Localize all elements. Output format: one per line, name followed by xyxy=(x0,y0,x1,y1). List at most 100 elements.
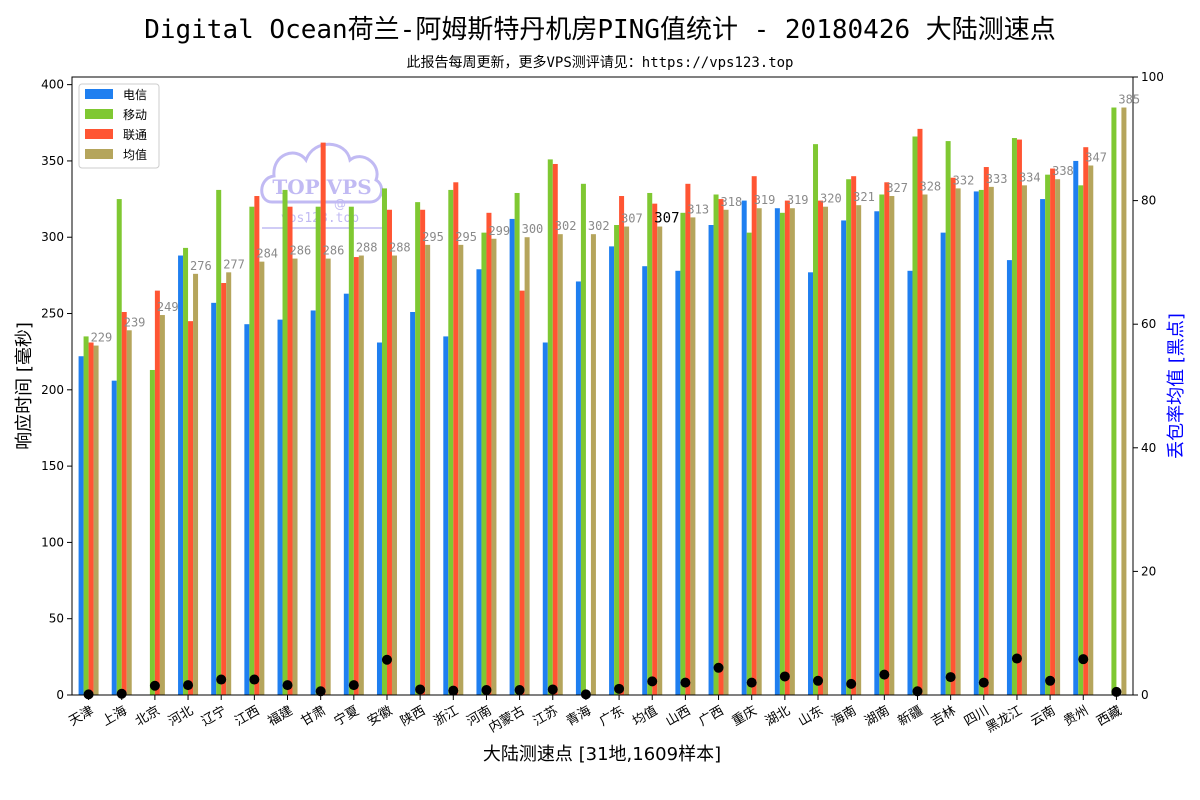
loss-dot xyxy=(978,677,989,688)
legend-box xyxy=(78,83,160,169)
avg-value-label: 338 xyxy=(1052,164,1074,178)
loss-dot xyxy=(348,680,359,691)
bar-3-17 xyxy=(619,196,625,695)
y2-tick-label: 20 xyxy=(1141,564,1156,578)
bar-4-16 xyxy=(590,234,596,696)
loss-dot xyxy=(415,684,426,695)
y2-tick-label: 40 xyxy=(1141,441,1156,455)
bar-2-26 xyxy=(912,136,918,695)
bar-1-29 xyxy=(1006,260,1012,695)
plot-frame xyxy=(71,76,1134,696)
bar-1-26 xyxy=(907,270,913,695)
bar-4-23 xyxy=(823,206,829,695)
loss-dot xyxy=(183,680,194,691)
y2-tick-label: 100 xyxy=(1141,70,1164,84)
x-tick-label: 云南 xyxy=(1028,703,1059,730)
loss-dot xyxy=(912,686,923,697)
bar-3-29 xyxy=(1016,139,1022,695)
chart-title: Digital Ocean荷兰-阿姆斯特丹机房PING值统计 - 2018042… xyxy=(144,15,1056,45)
loss-dot xyxy=(381,654,392,665)
avg-value-label: 286 xyxy=(290,244,312,258)
loss-dot xyxy=(779,671,790,682)
bar-1-17 xyxy=(609,246,615,695)
chart-subtitle: 此报告每周更新，更多VPS测评请见：https://vps123.top xyxy=(406,54,793,71)
legend-label: 联通 xyxy=(123,128,147,142)
legend-swatch xyxy=(85,129,113,139)
loss-dot xyxy=(116,688,127,699)
bar-4-12 xyxy=(458,244,464,695)
loss-dot xyxy=(481,685,492,696)
bar-2-2 xyxy=(116,199,122,695)
bar-2-14 xyxy=(514,192,520,695)
bar-4-26 xyxy=(922,194,928,695)
bar-2-25 xyxy=(879,194,885,695)
x-tick-label: 天津 xyxy=(67,703,97,729)
avg-value-label: 249 xyxy=(157,300,179,314)
y2-axis-label: 丢包率均值 [黑点] xyxy=(1166,313,1187,459)
loss-dot xyxy=(1111,686,1122,697)
bar-1-28 xyxy=(973,191,979,695)
bar-3-13 xyxy=(486,212,492,695)
x-tick-label: 上海 xyxy=(100,703,130,729)
bar-1-12 xyxy=(443,336,449,695)
avg-value-label: 300 xyxy=(522,222,544,236)
legend-label: 移动 xyxy=(123,108,147,122)
x-tick-label: 江西 xyxy=(232,703,262,729)
bar-3-3 xyxy=(154,290,160,695)
x-tick-label: 湖北 xyxy=(763,703,793,729)
x-tick-label: 宁夏 xyxy=(331,703,362,730)
avg-value-label: 320 xyxy=(820,192,842,206)
bar-2-10 xyxy=(381,188,387,695)
bar-4-17 xyxy=(624,226,630,696)
bar-4-6 xyxy=(259,261,265,695)
bar-4-15 xyxy=(557,234,563,696)
loss-dot xyxy=(216,674,227,685)
x-tick-label: 陕西 xyxy=(398,703,428,729)
bar-3-11 xyxy=(420,209,426,695)
loss-dot xyxy=(149,680,160,691)
bar-2-17 xyxy=(614,225,620,695)
bar-2-4 xyxy=(183,247,189,695)
bar-2-16 xyxy=(580,183,586,695)
bar-4-8 xyxy=(325,258,331,695)
x-tick-label: 海南 xyxy=(829,703,860,730)
avg-value-label: 318 xyxy=(721,195,743,209)
y-tick-label: 100 xyxy=(41,535,64,549)
bar-4-11 xyxy=(425,244,431,695)
bar-4-25 xyxy=(889,196,895,695)
bar-1-5 xyxy=(211,302,217,695)
avg-value-label: 385 xyxy=(1118,93,1140,107)
bar-2-11 xyxy=(415,202,421,695)
loss-dot xyxy=(945,672,956,683)
x-tick-label: 均值 xyxy=(630,703,661,730)
avg-value-label: 313 xyxy=(687,202,709,216)
bar-3-26 xyxy=(917,128,923,695)
x-tick-label: 广东 xyxy=(597,703,627,729)
bar-2-31 xyxy=(1078,185,1084,695)
y-tick-label: 350 xyxy=(41,154,64,168)
x-tick-label: 湖南 xyxy=(862,703,893,730)
bar-2-21 xyxy=(746,232,752,695)
cloud-icon xyxy=(260,142,384,204)
bar-3-19 xyxy=(685,183,691,695)
avg-value-label: 332 xyxy=(953,173,975,187)
bar-1-15 xyxy=(542,342,548,695)
bar-4-32 xyxy=(1121,107,1127,695)
bar-2-15 xyxy=(547,159,553,695)
bar-3-10 xyxy=(386,209,392,695)
bar-3-6 xyxy=(254,196,260,695)
avg-value-label: 288 xyxy=(389,241,411,255)
bar-3-14 xyxy=(519,290,525,695)
x-tick-label: 黑龙江 xyxy=(984,703,1025,735)
bar-3-27 xyxy=(950,177,956,695)
x-tick-label: 西藏 xyxy=(1094,703,1124,729)
bar-2-27 xyxy=(945,141,951,696)
loss-dot xyxy=(846,678,857,689)
bar-4-18 xyxy=(657,226,663,696)
y-tick-label: 300 xyxy=(41,230,64,244)
bar-3-12 xyxy=(453,182,459,696)
x-tick-label: 安徽 xyxy=(365,703,395,729)
bar-4-22 xyxy=(789,208,795,696)
